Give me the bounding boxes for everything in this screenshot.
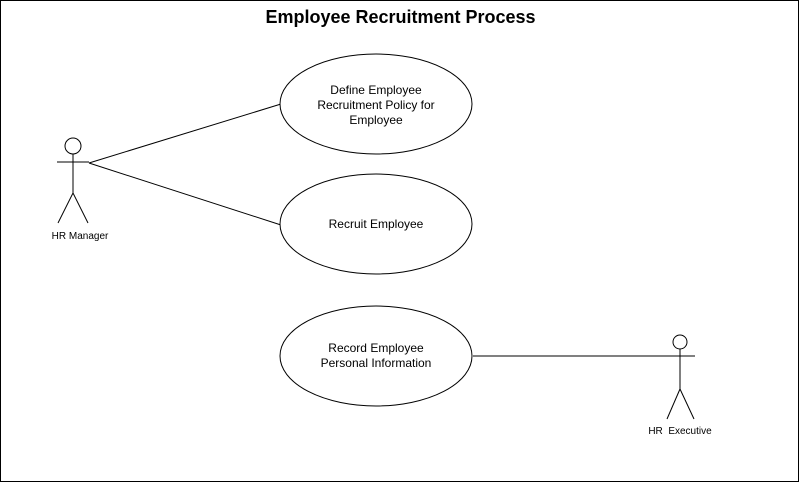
actor-hr-manager[interactable]: HR Manager — [52, 137, 109, 242]
association-hr-manager-define-policy — [88, 103, 282, 164]
diagram-title: Employee Recruitment Process — [265, 7, 536, 27]
use-case-label-line: Personal Information — [321, 356, 432, 370]
use-case-label-line: Employee — [349, 113, 403, 127]
actor-hr-executive[interactable]: HR Executive — [648, 334, 712, 437]
association-hr-manager-recruit — [88, 162, 282, 226]
use-case-record-info[interactable]: Record Employee Personal Information — [279, 305, 473, 407]
use-case-label-line: Record Employee — [328, 341, 424, 355]
actor-label: HR Manager — [52, 231, 109, 242]
actor-label: HR Executive — [648, 426, 712, 437]
stick-figure-icon — [665, 334, 695, 420]
use-case-label-line: Recruit Employee — [329, 217, 424, 231]
use-case-recruit[interactable]: Recruit Employee — [279, 173, 473, 275]
use-case-label-line: Recruitment Policy for — [317, 98, 434, 112]
stick-figure-icon — [57, 137, 89, 224]
use-case-label-line: Define Employee — [330, 83, 422, 97]
use-case-define-policy[interactable]: Define Employee Recruitment Policy for E… — [279, 53, 473, 155]
